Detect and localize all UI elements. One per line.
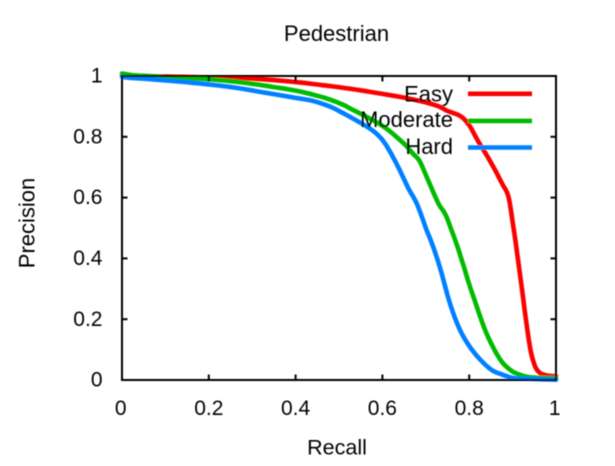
svg-text:1: 1 bbox=[549, 397, 561, 420]
svg-text:0.2: 0.2 bbox=[194, 397, 223, 420]
svg-text:0: 0 bbox=[115, 397, 127, 420]
svg-text:0.6: 0.6 bbox=[73, 186, 102, 209]
svg-text:0.2: 0.2 bbox=[73, 308, 102, 331]
svg-text:0.8: 0.8 bbox=[455, 397, 484, 420]
svg-text:Precision: Precision bbox=[15, 178, 40, 268]
svg-text:0.8: 0.8 bbox=[73, 125, 102, 148]
svg-text:0.4: 0.4 bbox=[73, 247, 103, 270]
svg-text:Hard: Hard bbox=[405, 134, 453, 159]
svg-text:Moderate: Moderate bbox=[360, 107, 453, 132]
svg-text:Easy: Easy bbox=[404, 82, 453, 107]
svg-text:1: 1 bbox=[91, 65, 103, 88]
svg-text:Pedestrian: Pedestrian bbox=[284, 21, 389, 46]
svg-text:Recall: Recall bbox=[307, 435, 367, 459]
svg-text:0: 0 bbox=[91, 369, 103, 392]
svg-text:0.4: 0.4 bbox=[281, 397, 311, 420]
svg-text:0.6: 0.6 bbox=[368, 397, 397, 420]
